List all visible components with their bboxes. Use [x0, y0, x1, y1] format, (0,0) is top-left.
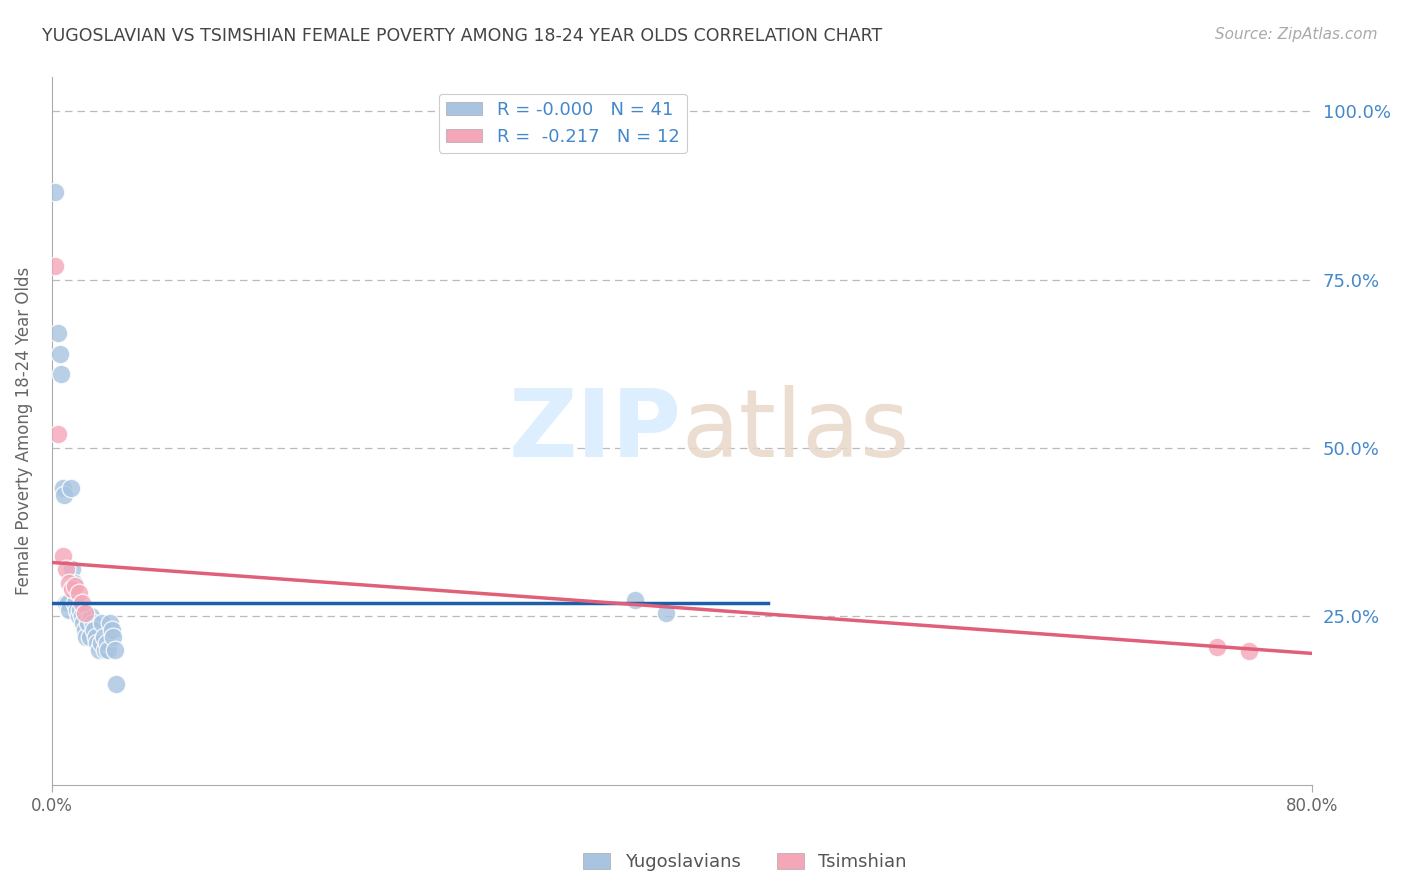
Point — [62, 575, 84, 590]
Point — [93, 630, 115, 644]
Point — [53, 488, 76, 502]
Point — [104, 643, 127, 657]
Point — [56, 596, 79, 610]
Text: atlas: atlas — [682, 385, 910, 477]
Point — [90, 636, 112, 650]
Point — [80, 609, 103, 624]
Point — [105, 676, 128, 690]
Point — [59, 481, 82, 495]
Point — [58, 602, 80, 616]
Point — [100, 623, 122, 637]
Point — [87, 643, 110, 657]
Point — [55, 596, 77, 610]
Text: Source: ZipAtlas.com: Source: ZipAtlas.com — [1215, 27, 1378, 42]
Point — [65, 579, 87, 593]
Point — [73, 623, 96, 637]
Point — [51, 367, 73, 381]
Point — [72, 616, 94, 631]
Point — [52, 549, 75, 563]
Point — [66, 602, 89, 616]
Point — [55, 562, 77, 576]
Point — [91, 616, 114, 631]
Text: ZIP: ZIP — [509, 385, 682, 477]
Point — [48, 346, 70, 360]
Point — [60, 562, 83, 576]
Legend: R = -0.000   N = 41, R =  -0.217   N = 12: R = -0.000 N = 41, R = -0.217 N = 12 — [439, 94, 686, 153]
Point — [77, 616, 100, 631]
Point — [86, 636, 108, 650]
Point — [67, 586, 90, 600]
Text: YUGOSLAVIAN VS TSIMSHIAN FEMALE POVERTY AMONG 18-24 YEAR OLDS CORRELATION CHART: YUGOSLAVIAN VS TSIMSHIAN FEMALE POVERTY … — [42, 27, 883, 45]
Point — [44, 185, 66, 199]
Point — [52, 481, 75, 495]
Point — [79, 630, 101, 644]
Point — [58, 575, 80, 590]
Point — [75, 630, 97, 644]
Point — [1237, 644, 1260, 658]
Point — [65, 596, 87, 610]
Point — [82, 616, 104, 631]
Point — [70, 609, 93, 624]
Point — [623, 592, 645, 607]
Point — [70, 596, 93, 610]
Y-axis label: Female Poverty Among 18-24 Year Olds: Female Poverty Among 18-24 Year Olds — [15, 267, 32, 595]
Legend: Yugoslavians, Tsimshian: Yugoslavians, Tsimshian — [576, 846, 914, 879]
Point — [44, 259, 66, 273]
Point — [84, 630, 107, 644]
Point — [73, 606, 96, 620]
Point — [655, 606, 678, 620]
Point — [94, 643, 117, 657]
Point — [101, 630, 124, 644]
Point — [96, 636, 118, 650]
Point — [97, 643, 120, 657]
Point — [83, 623, 105, 637]
Point — [67, 609, 90, 624]
Point — [1206, 640, 1229, 654]
Point — [69, 602, 91, 616]
Point — [60, 582, 83, 597]
Point — [46, 326, 69, 341]
Point — [46, 427, 69, 442]
Point — [98, 616, 121, 631]
